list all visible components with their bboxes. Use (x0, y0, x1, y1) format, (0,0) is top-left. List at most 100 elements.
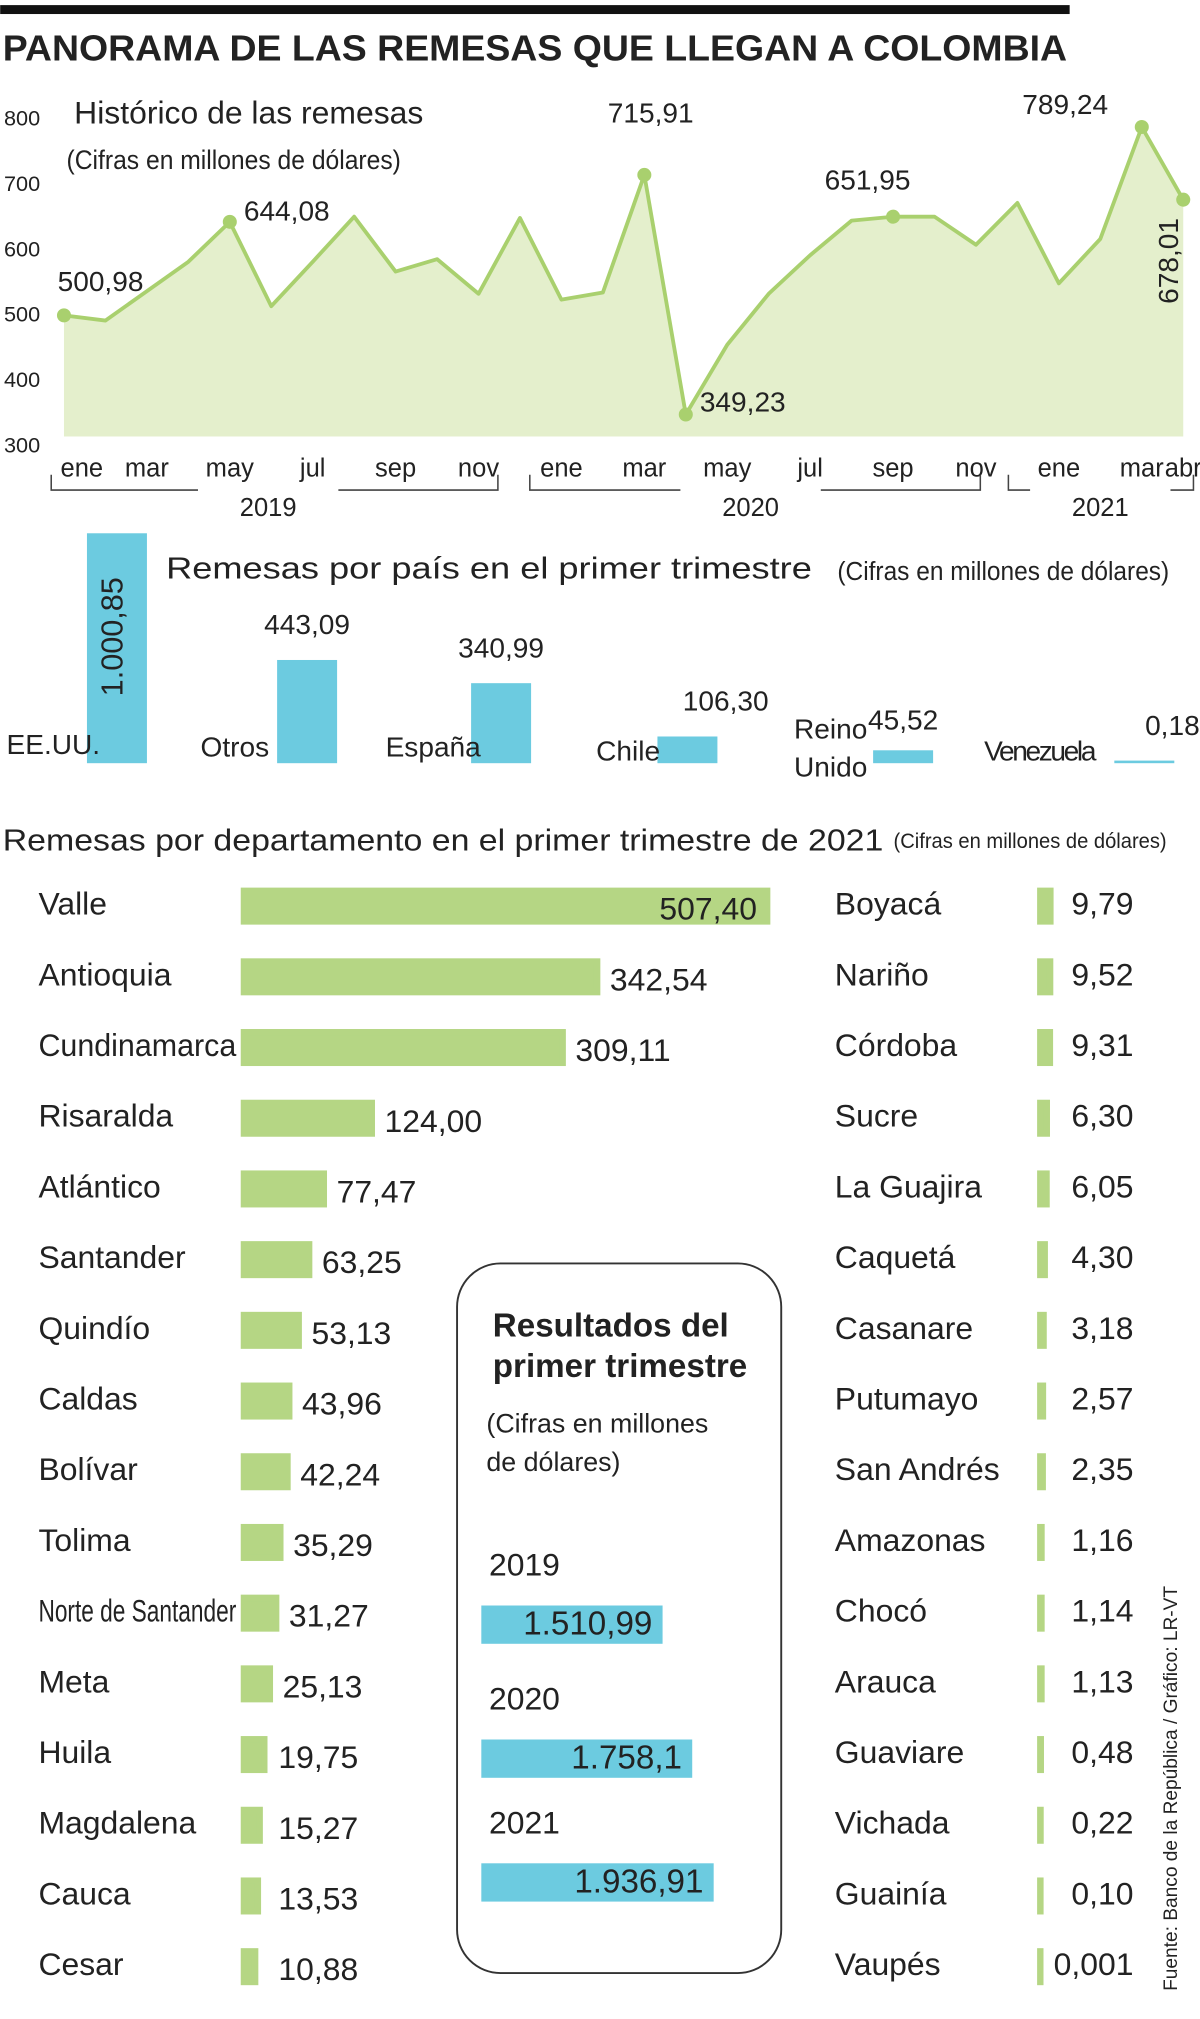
point (678, 407, 693, 422)
header-title: PANORAMA DE LAS REMESAS QUE LLEGAN A COL… (3, 28, 1067, 68)
category-label: Cauca (38, 1875, 130, 1911)
data-label: 0,22 (1071, 1805, 1133, 1841)
category-label: Otros (201, 732, 270, 763)
chart-subtitle: (Cifras en millones de dólares) (67, 145, 401, 175)
data-label: 651,95 (825, 165, 911, 196)
data-label: 0,10 (1071, 1875, 1133, 1911)
bar (240, 1594, 280, 1632)
x-tick-label: nov (458, 454, 499, 482)
header-rule (0, 5, 1070, 15)
data-label: 63,25 (322, 1244, 402, 1280)
category-label: Chocó (835, 1593, 927, 1629)
bar (240, 1029, 566, 1067)
category-label: Guainía (835, 1875, 947, 1911)
chart-subtitle: (Cifras en millones de dólares) (486, 1409, 715, 1477)
bar (1037, 1523, 1045, 1561)
data-label: 10,88 (278, 1951, 358, 1987)
chart-title: Remesas por país en el primer trimestre (166, 552, 812, 586)
point (1176, 192, 1191, 207)
data-label: 19,75 (278, 1739, 358, 1775)
chart-title: Resultados del primer trimestre (493, 1307, 747, 1385)
x-tick-label: jul (299, 454, 326, 482)
data-label: 0,48 (1071, 1734, 1133, 1770)
bar (1037, 887, 1054, 925)
category-label: EE.UU. (7, 729, 101, 760)
x-tick-label: mar (125, 454, 169, 482)
bar (481, 1739, 693, 1778)
data-label: 4,30 (1071, 1239, 1133, 1275)
category-label: Casanare (835, 1310, 973, 1346)
x-tick-label: mar (1120, 454, 1164, 482)
x-tick-label: ene (540, 454, 583, 482)
bar (86, 533, 147, 764)
category-label: Meta (38, 1663, 109, 1699)
category-label: 2021 (489, 1804, 560, 1840)
y-tick-label: 700 (4, 171, 40, 196)
category-label: Quindío (38, 1310, 150, 1346)
data-label: 6,30 (1071, 1098, 1133, 1134)
category-label: Caquetá (835, 1239, 956, 1275)
category-label: Guaviare (835, 1734, 964, 1770)
x-tick-label: mar (622, 454, 666, 482)
bar (1037, 1594, 1045, 1632)
category-label: Reino Unido (794, 714, 875, 783)
category-label: Venezuela (984, 735, 1097, 766)
category-label: Antioquia (38, 956, 171, 992)
category-label: Boyacá (835, 886, 942, 922)
x-tick-label: may (206, 454, 254, 482)
category-label: Vichada (835, 1805, 950, 1841)
bar (240, 1453, 291, 1491)
data-label: 340,99 (458, 632, 544, 663)
data-label: 1,16 (1071, 1522, 1133, 1558)
category-label: Sucre (835, 1098, 918, 1134)
bar (1037, 1453, 1046, 1491)
bar (240, 958, 601, 996)
bar (1037, 958, 1054, 996)
category-label: Amazonas (835, 1522, 986, 1558)
bar (240, 1877, 262, 1915)
chart-subtitle: (Cifras en millones de dólares) (837, 558, 1169, 586)
category-label: Cesar (38, 1946, 123, 1982)
data-label: 715,91 (608, 97, 694, 128)
category-label: Magdalena (38, 1805, 196, 1841)
bar (240, 1170, 328, 1208)
data-label: 1.510,99 (523, 1606, 652, 1643)
category-label: Huila (38, 1734, 111, 1770)
category-label: La Guajira (835, 1168, 982, 1204)
x-tick-label: may (703, 454, 751, 482)
y-tick-label: 800 (4, 106, 40, 131)
bar (240, 1948, 259, 1986)
results-box (456, 1262, 783, 1975)
bar (1037, 1029, 1054, 1067)
bar (481, 1863, 714, 1902)
data-label: 0,001 (1054, 1946, 1134, 1982)
y-tick-label: 300 (4, 432, 40, 457)
category-label: Vaupés (835, 1946, 941, 1982)
data-label: 15,27 (278, 1810, 358, 1846)
x-tick-label: ene (61, 454, 104, 482)
category-label: 2019 (489, 1547, 560, 1583)
data-label: 77,47 (337, 1173, 417, 1209)
data-label: 43,96 (302, 1386, 382, 1422)
bar (240, 1806, 263, 1844)
data-label: 45,52 (868, 705, 938, 736)
x-tick-label: nov (955, 454, 996, 482)
point (1134, 119, 1149, 135)
category-label: Chile (596, 735, 660, 766)
category-label: España (386, 732, 482, 763)
data-label: 1.936,91 (574, 1863, 703, 1900)
data-label: 1,13 (1071, 1663, 1133, 1699)
category-label: Caldas (38, 1380, 137, 1416)
category-label: Cundinamarca (38, 1027, 236, 1063)
x-tick-label: sep (375, 454, 416, 482)
chart-subtitle: (Cifras en millones de dólares) (894, 828, 1167, 853)
bar (1037, 1099, 1050, 1137)
bar (873, 750, 934, 764)
year-bracket (1007, 474, 1195, 491)
bar (240, 1241, 313, 1279)
line (63, 125, 1185, 417)
bar (1037, 1665, 1045, 1703)
x-tick-label: jul (796, 454, 823, 482)
data-label: 31,27 (289, 1598, 369, 1634)
y-tick-label: 600 (4, 236, 40, 261)
